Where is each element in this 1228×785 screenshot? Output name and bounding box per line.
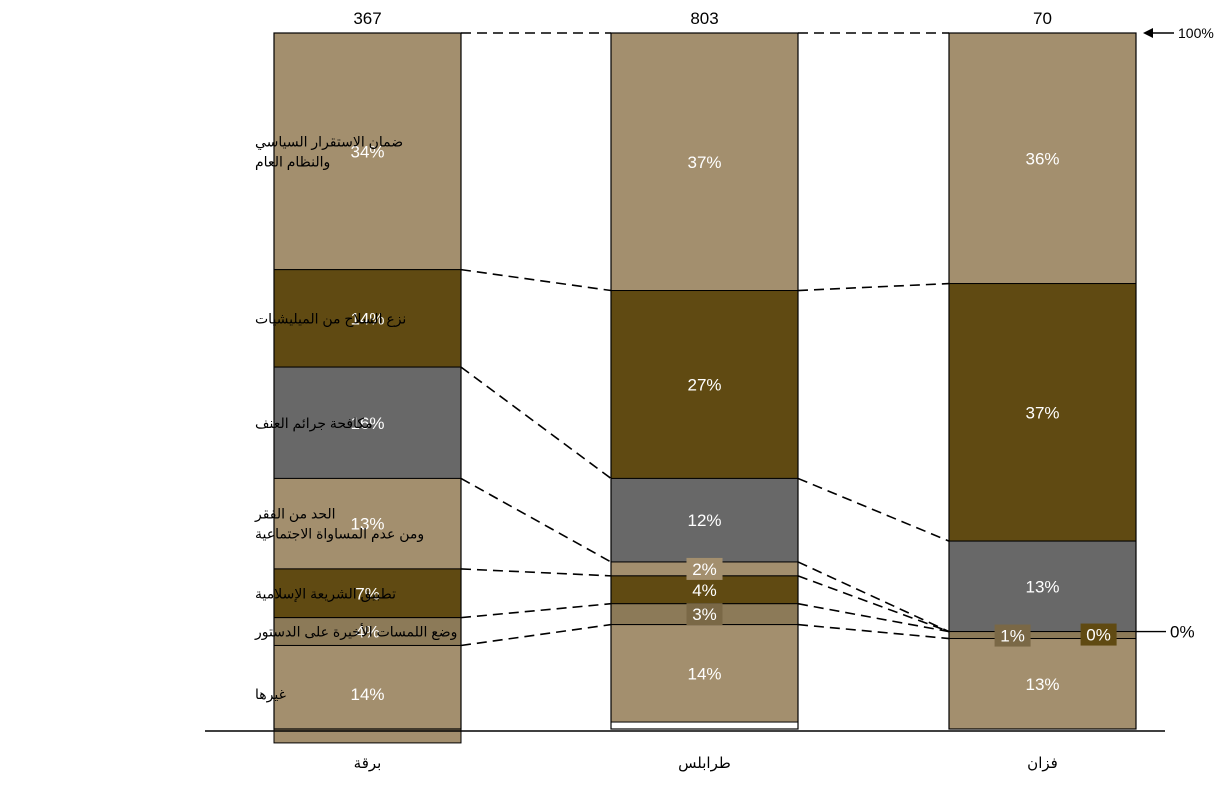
connector-line (797, 477, 950, 542)
x-tick-label: فزان (1027, 755, 1058, 772)
legend-label: نزع السلاح من الميليشيات (255, 310, 406, 327)
data-label: 13% (350, 515, 384, 534)
data-label-box (994, 624, 1031, 647)
data-label: 2% (692, 560, 717, 579)
bar-segment-3-2 (948, 283, 1137, 542)
legend-label: وضع اللمسات الأخيرة على الدستور (254, 623, 457, 641)
legend-label: ضمان الاستقرار السياسي (255, 133, 403, 150)
data-label: 4% (355, 623, 380, 642)
data-label: 36% (1025, 149, 1059, 168)
connector-line (460, 623, 612, 647)
connector-line (797, 602, 950, 633)
connector-line (797, 561, 950, 633)
bar-outline (273, 32, 462, 730)
top-marker-label: 100% (1178, 25, 1214, 41)
connector-line (797, 575, 950, 633)
legend-label: مكافحة جرائم العنف (255, 415, 373, 432)
data-label: 14% (687, 664, 721, 683)
bar-segment-1-2 (273, 269, 462, 368)
legend-label: الحد من الفقر (254, 506, 336, 523)
x-tick-label: برقة (354, 755, 382, 772)
data-label: 4% (692, 581, 717, 600)
legend-label: والنظام العام (255, 153, 330, 170)
data-label: 37% (1025, 403, 1059, 422)
data-label-box (686, 557, 723, 580)
bar-segment-3-1 (948, 32, 1137, 285)
connector-line (460, 366, 612, 480)
data-label: 37% (687, 153, 721, 172)
bar-segment-3-3 (948, 540, 1137, 633)
data-label: 13% (1025, 577, 1059, 596)
data-label: 13% (1025, 675, 1059, 694)
bar-outline (948, 32, 1137, 730)
data-label: 12% (687, 511, 721, 530)
bar-segment-2-2 (610, 290, 799, 479)
connector-line (797, 282, 950, 292)
data-label: 16% (350, 414, 384, 433)
data-label: 7% (355, 584, 380, 603)
data-label: 14% (350, 309, 384, 328)
data-label: 3% (692, 605, 717, 624)
bar-segment-2-1 (610, 32, 799, 292)
data-label: 0% (1086, 626, 1111, 645)
legend-label: غيرها (255, 686, 286, 703)
data-label: 14% (350, 685, 384, 704)
zero-marker-label: 0% (1170, 623, 1195, 642)
data-label-box (686, 603, 723, 626)
data-label: 27% (687, 375, 721, 394)
arrow-left-icon (1143, 28, 1153, 38)
connector-line (797, 623, 950, 640)
legend-label: ومن عدم المساواة الاجتماعية (255, 526, 424, 543)
legend-label: تطبيق الشريعة الإسلامية (255, 585, 396, 602)
x-tick-label: طرابلس (678, 755, 731, 772)
data-label: 1% (1000, 627, 1025, 646)
bar-count-label: 367 (353, 9, 381, 28)
data-label-box (1080, 623, 1117, 646)
bar-count-label: 803 (690, 9, 718, 28)
bar-segment-1-3 (273, 366, 462, 479)
connector-line (460, 268, 612, 292)
bar-count-label: 70 (1033, 9, 1052, 28)
bar-segment-3-7 (948, 638, 1137, 730)
data-label: 34% (350, 142, 384, 161)
connector-line (460, 568, 612, 577)
bar-outline (610, 32, 799, 730)
connector-line (460, 602, 612, 619)
connector-line (460, 477, 612, 563)
